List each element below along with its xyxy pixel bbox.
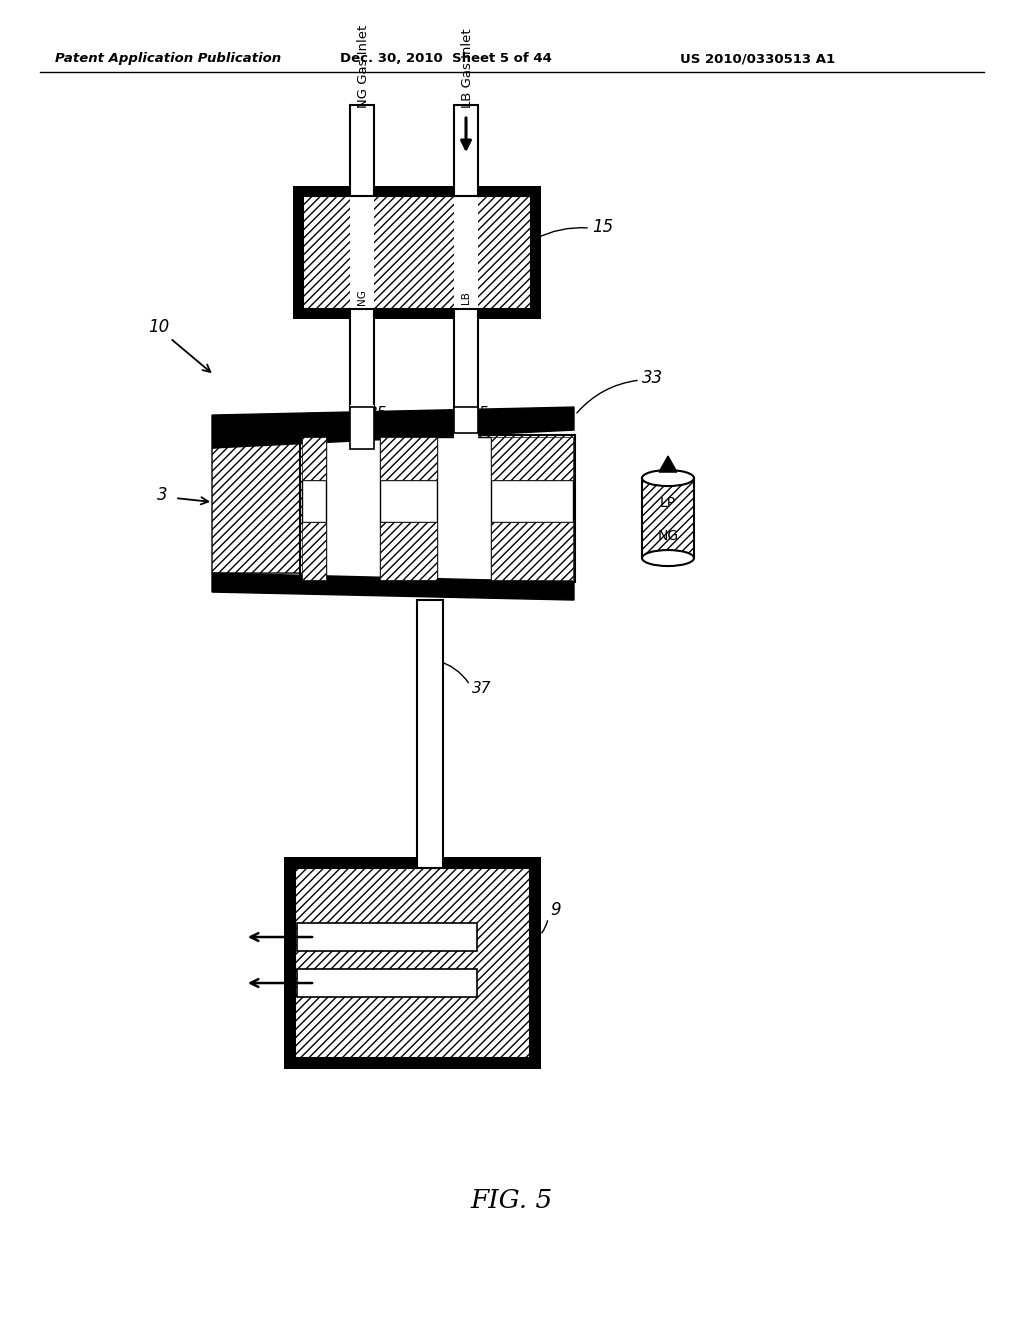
Text: 10: 10 [148, 318, 169, 337]
Bar [300, 436, 575, 582]
Bar [350, 106, 374, 197]
Text: 33: 33 [642, 370, 664, 387]
Bar [284, 857, 541, 1069]
Polygon shape [212, 573, 574, 601]
Polygon shape [212, 436, 300, 573]
Bar [380, 437, 437, 480]
Bar [454, 197, 478, 309]
Bar [417, 601, 443, 869]
Text: LB: LB [461, 290, 471, 304]
Bar [642, 478, 694, 558]
Bar [297, 969, 477, 997]
Text: LP: LP [659, 496, 676, 510]
Bar [350, 405, 374, 437]
Bar [293, 186, 541, 319]
Bar [380, 521, 437, 579]
Text: NG: NG [657, 529, 679, 543]
Polygon shape [659, 455, 677, 473]
Bar [490, 437, 573, 480]
Ellipse shape [642, 470, 694, 486]
Bar [350, 197, 374, 309]
Bar [295, 869, 530, 1059]
Text: 35: 35 [470, 407, 489, 421]
Bar [302, 437, 326, 480]
Text: NG: NG [357, 289, 367, 305]
Text: 37: 37 [472, 681, 492, 696]
Bar [350, 407, 374, 449]
Text: 9: 9 [550, 902, 560, 919]
Text: 35: 35 [368, 407, 387, 421]
Ellipse shape [642, 550, 694, 566]
Text: FIG. 5: FIG. 5 [471, 1188, 553, 1213]
Bar [326, 437, 380, 579]
Bar [454, 309, 478, 432]
Text: LB Gas Inlet: LB Gas Inlet [461, 29, 473, 108]
Bar [302, 521, 326, 579]
Bar [454, 407, 478, 433]
Bar [454, 106, 478, 197]
Text: 3: 3 [157, 486, 168, 504]
Text: NG Gas Inlet: NG Gas Inlet [356, 25, 370, 108]
Text: Dec. 30, 2010  Sheet 5 of 44: Dec. 30, 2010 Sheet 5 of 44 [340, 51, 552, 65]
Polygon shape [212, 407, 574, 447]
Bar [303, 197, 531, 309]
Text: US 2010/0330513 A1: US 2010/0330513 A1 [680, 51, 836, 65]
Bar [350, 309, 374, 411]
Text: 15: 15 [592, 218, 613, 236]
Text: Patent Application Publication: Patent Application Publication [55, 51, 282, 65]
Bar [302, 480, 573, 521]
Bar [454, 428, 478, 447]
Bar [437, 437, 490, 579]
Bar [490, 521, 573, 579]
Bar [297, 923, 477, 950]
